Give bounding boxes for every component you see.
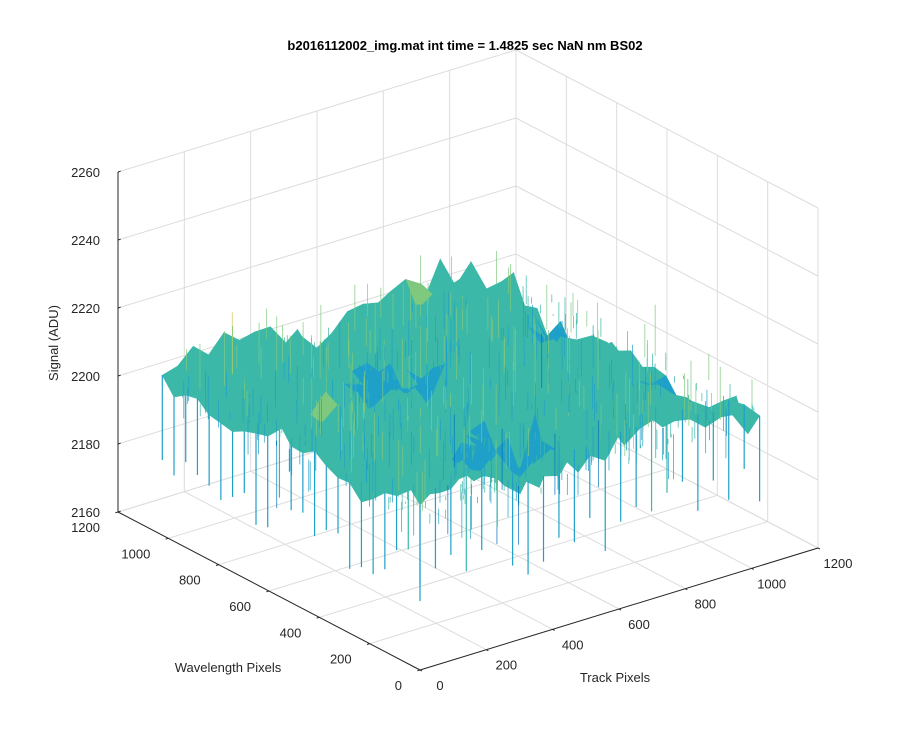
x-tick-mark (419, 669, 423, 672)
z-tick-label: 2160 (71, 505, 100, 520)
z-tick-label: 2240 (71, 233, 100, 248)
y-tick-mark (417, 669, 421, 672)
right-wall-gridline-horizontal (515, 117, 819, 277)
x-tick-label: 0 (436, 678, 443, 693)
x-tick-label: 200 (495, 658, 517, 673)
x-tick-mark (685, 588, 688, 591)
y-tick-label: 1200 (71, 520, 100, 535)
z-tick-mark (117, 238, 121, 241)
z-axis-label: Signal (ADU) (46, 305, 61, 381)
left-wall-gridline-horizontal (117, 185, 517, 309)
y-tick-label: 400 (280, 625, 302, 640)
y-tick-mark (366, 643, 370, 645)
x-tick-mark (486, 649, 489, 652)
left-wall-gridline-horizontal (117, 117, 517, 241)
surface-patch (408, 484, 436, 506)
x-tick-label: 600 (628, 617, 650, 632)
z-tick-label: 2200 (71, 369, 100, 384)
y-tick-mark (316, 616, 320, 619)
floor-gridline-y (268, 468, 668, 592)
y-tick-mark (215, 564, 219, 566)
y-tick-mark (266, 590, 270, 593)
y-axis-label: Wavelength Pixels (175, 660, 282, 675)
z-tick-mark (117, 374, 121, 377)
left-wall-gridline-horizontal (117, 253, 517, 377)
z-tick-mark (117, 510, 121, 513)
y-tick-label: 800 (179, 573, 201, 588)
x-tick-label: 1200 (824, 556, 853, 571)
tick-labels: 0 200 400 600 800 1000 1200 0 200 400 600 800 1000 12… (71, 165, 852, 693)
z-tick-label: 2260 (71, 165, 100, 180)
right-wall-gridline-horizontal (515, 185, 819, 345)
x-tick-label: 800 (694, 597, 716, 612)
right-wall-gridline-horizontal (515, 253, 819, 413)
y-tick-label: 600 (229, 599, 251, 614)
y-tick-mark (115, 511, 119, 514)
z-tick-mark (117, 442, 121, 445)
x-tick-mark (751, 567, 754, 570)
x-tick-label: 400 (562, 637, 584, 652)
x-axis-label: Track Pixels (580, 670, 651, 685)
x-tick-mark (552, 628, 555, 631)
z-tick-mark (117, 170, 121, 173)
axes-lines (115, 170, 821, 672)
x-tick-label: 1000 (757, 576, 786, 591)
floor-gridline-y (319, 494, 718, 618)
z-tick-label: 2180 (71, 437, 100, 452)
right-wall-gridline-horizontal (515, 49, 819, 209)
y-tick-mark (165, 537, 169, 540)
x-tick-mark (618, 608, 622, 611)
y-tick-label: 0 (395, 678, 402, 693)
x-tick-mark (817, 547, 821, 550)
chart-title: b2016112002_img.mat int time = 1.4825 se… (287, 38, 642, 53)
z-tick-label: 2220 (71, 301, 100, 316)
surface-mesh (161, 250, 761, 602)
y-tick-label: 1000 (121, 546, 150, 561)
left-wall-gridline-horizontal (117, 49, 517, 173)
y-tick-label: 200 (330, 652, 352, 667)
z-tick-mark (117, 306, 121, 309)
floor-gridline-y (369, 521, 768, 645)
